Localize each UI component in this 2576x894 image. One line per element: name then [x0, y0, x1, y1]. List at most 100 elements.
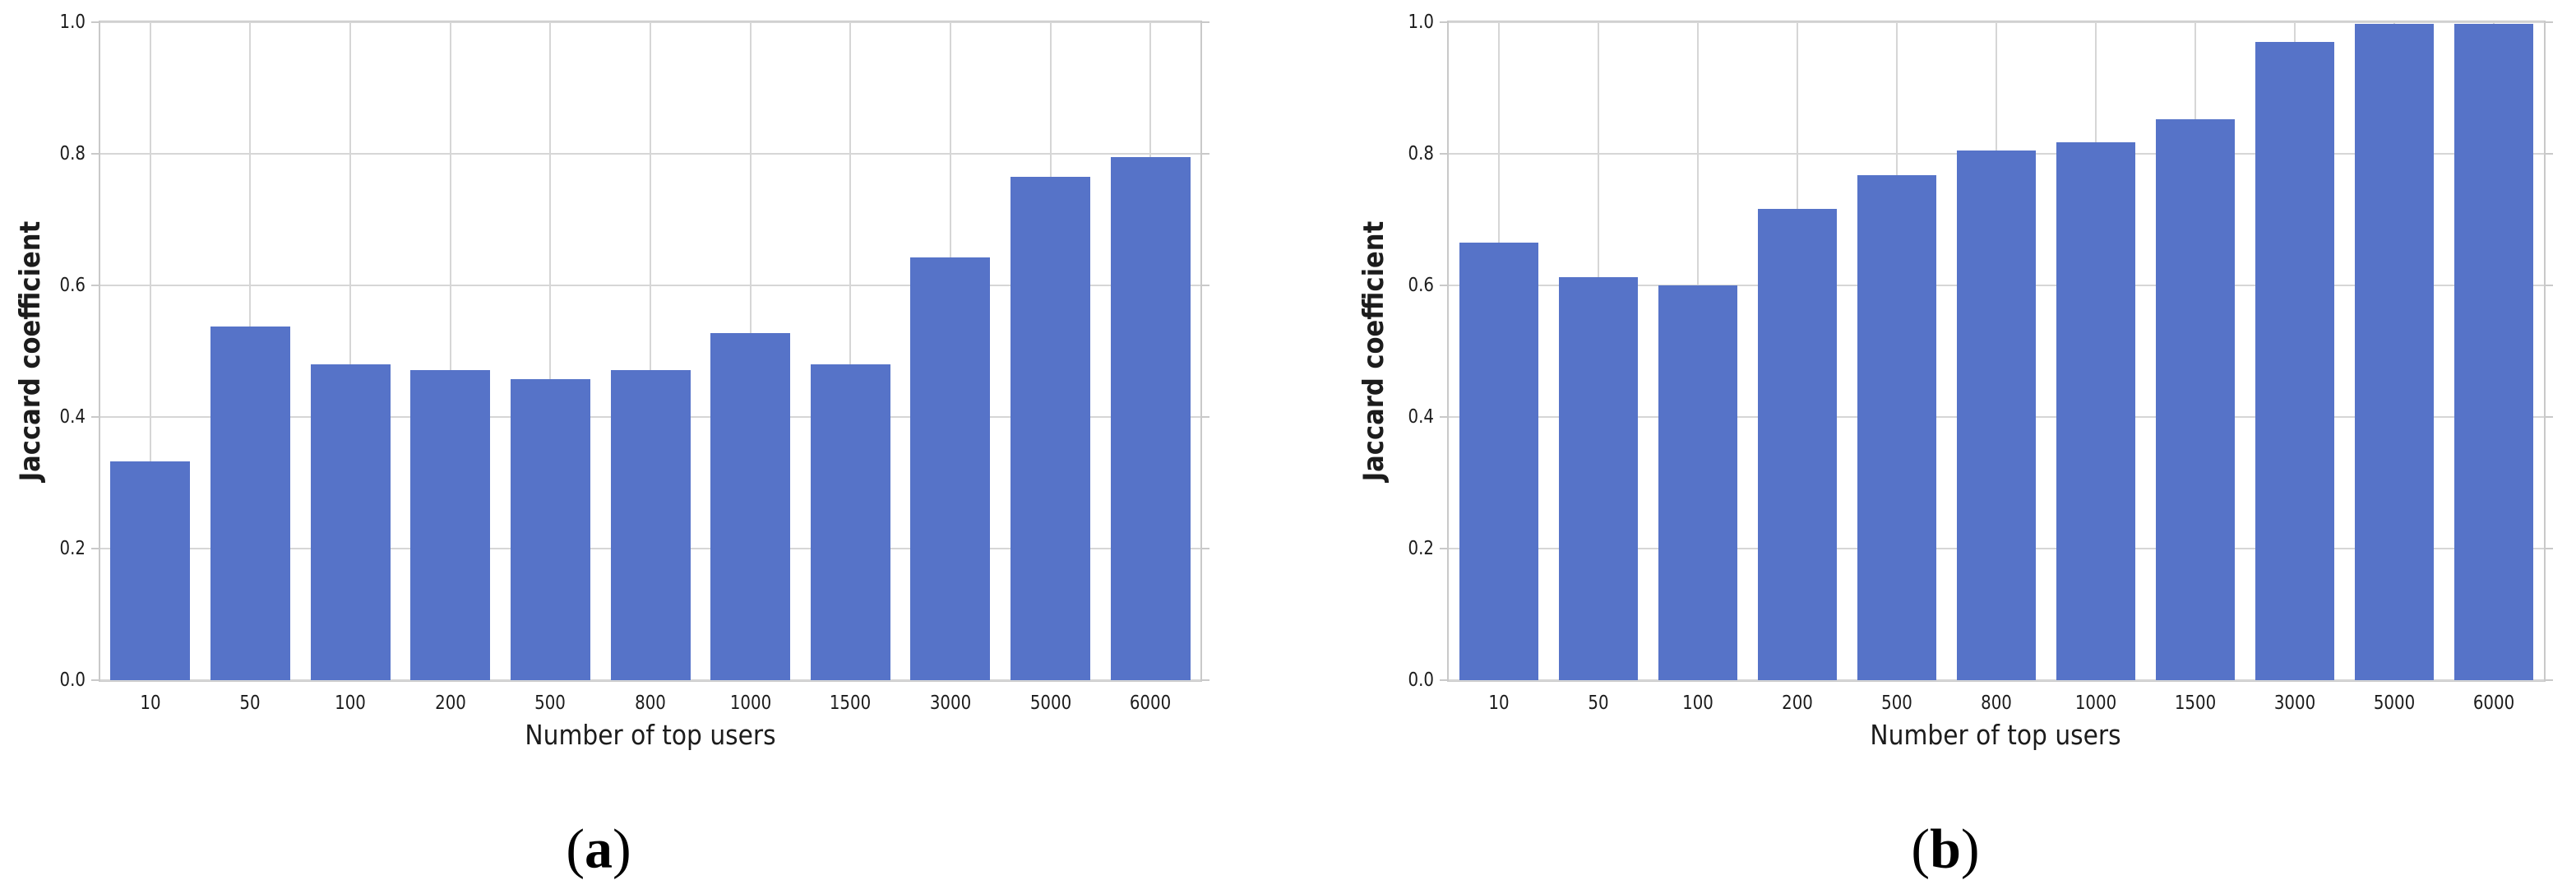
y-tick-label: 0.2 — [1408, 538, 1434, 559]
bar-10 — [110, 461, 191, 680]
bar-100 — [1658, 285, 1737, 680]
y-tick-mark — [1440, 548, 1447, 549]
x-tick-label: 6000 — [2473, 693, 2515, 714]
h-gridline — [100, 679, 1200, 681]
y-tick-mark — [1440, 153, 1447, 155]
y-tick-label: 0.6 — [1408, 275, 1434, 296]
caption-letter: a — [585, 817, 613, 880]
bar-1000 — [2056, 142, 2136, 680]
y-tick-mark — [91, 548, 99, 549]
y-tick-mark — [2546, 21, 2553, 23]
x-tick-label: 800 — [1981, 693, 2012, 714]
x-tick-label: 500 — [534, 693, 567, 714]
y-tick-label: 0.8 — [1408, 143, 1434, 164]
v-gridline — [849, 22, 852, 680]
bar-50 — [210, 327, 290, 680]
x-tick-label: 1500 — [830, 693, 872, 714]
y-tick-mark — [91, 416, 99, 418]
bar-800 — [610, 370, 691, 680]
y-tick-label: 0.6 — [59, 275, 86, 296]
y-axis-label-text: Jaccard coefficient — [1357, 220, 1390, 482]
x-tick-label: 100 — [1681, 693, 1713, 714]
bar-200 — [1757, 209, 1837, 680]
v-gridline — [349, 22, 352, 680]
y-tick-mark — [1202, 548, 1209, 549]
x-tick-label: 100 — [335, 693, 366, 714]
caption-paren: ( — [1911, 817, 1931, 880]
y-tick-mark — [2546, 548, 2553, 549]
caption-paren: ) — [1960, 817, 1980, 880]
bar-100 — [310, 364, 391, 680]
bar-500 — [1857, 175, 1936, 680]
x-tick-label: 5000 — [1029, 693, 1071, 714]
bar-5000 — [1011, 177, 1091, 680]
x-tick-label: 50 — [1588, 693, 1609, 714]
v-gridline — [650, 22, 651, 680]
plot-area-a — [99, 21, 1202, 682]
y-tick-mark — [2546, 285, 2553, 286]
x-axis-label-text: Number of top users — [1870, 719, 2121, 751]
bar-3000 — [910, 257, 991, 680]
bar-5000 — [2355, 24, 2435, 680]
y-axis-label-text: Jaccard coefficient — [14, 220, 47, 482]
bar-500 — [510, 379, 590, 680]
y-tick-label: 0.4 — [1408, 406, 1434, 428]
x-tick-label: 200 — [1781, 693, 1813, 714]
y-tick-label: 0.0 — [1408, 669, 1434, 691]
y-tick-mark — [1440, 416, 1447, 418]
bar-200 — [410, 370, 491, 680]
bar-6000 — [1110, 157, 1191, 680]
y-tick-label: 0.0 — [59, 669, 86, 691]
y-tick-label: 1.0 — [1408, 12, 1434, 33]
x-tick-label: 50 — [239, 693, 261, 714]
x-tick-label: 3000 — [929, 693, 972, 714]
y-tick-mark — [2546, 679, 2553, 681]
y-tick-mark — [2546, 416, 2553, 418]
x-tick-label: 1000 — [729, 693, 771, 714]
y-tick-mark — [1202, 153, 1209, 155]
v-gridline — [549, 22, 552, 680]
plot-area-b — [1447, 21, 2546, 682]
bar-1000 — [710, 333, 791, 680]
bar-1500 — [2156, 119, 2236, 680]
bar-3000 — [2255, 42, 2335, 680]
caption-paren: ) — [613, 817, 631, 880]
y-tick-mark — [1202, 285, 1209, 286]
y-tick-mark — [91, 153, 99, 155]
h-gridline — [1449, 679, 2544, 681]
y-tick-mark — [2546, 153, 2553, 155]
y-tick-label: 1.0 — [59, 12, 86, 33]
bar-1500 — [810, 364, 890, 680]
caption-letter: b — [1930, 817, 1961, 880]
x-tick-label: 1500 — [2174, 693, 2217, 714]
bar-50 — [1558, 277, 1638, 680]
x-axis-label-text: Number of top users — [525, 719, 776, 751]
y-tick-mark — [1202, 21, 1209, 23]
bar-10 — [1459, 243, 1538, 680]
y-tick-mark — [1440, 679, 1447, 681]
y-tick-label: 0.8 — [59, 143, 86, 164]
y-tick-mark — [1202, 416, 1209, 418]
x-tick-label: 3000 — [2274, 693, 2316, 714]
x-tick-label: 500 — [1881, 693, 1912, 714]
bar-800 — [1957, 151, 2036, 680]
y-tick-mark — [1440, 21, 1447, 23]
y-tick-mark — [1440, 285, 1447, 286]
y-tick-mark — [91, 285, 99, 286]
y-tick-label: 0.2 — [59, 538, 86, 559]
bar-6000 — [2454, 24, 2534, 680]
y-tick-mark — [91, 21, 99, 23]
y-tick-label: 0.4 — [59, 406, 86, 428]
x-tick-label: 800 — [635, 693, 666, 714]
v-gridline — [149, 22, 151, 680]
x-tick-label: 10 — [1487, 693, 1510, 714]
x-tick-label: 200 — [434, 693, 466, 714]
x-tick-label: 6000 — [1129, 693, 1172, 714]
caption-paren: ( — [566, 817, 585, 880]
x-tick-label: 5000 — [2374, 693, 2416, 714]
v-gridline — [449, 22, 451, 680]
x-tick-label: 1000 — [2074, 693, 2117, 714]
y-tick-mark — [91, 679, 99, 681]
x-tick-label: 10 — [140, 693, 161, 714]
